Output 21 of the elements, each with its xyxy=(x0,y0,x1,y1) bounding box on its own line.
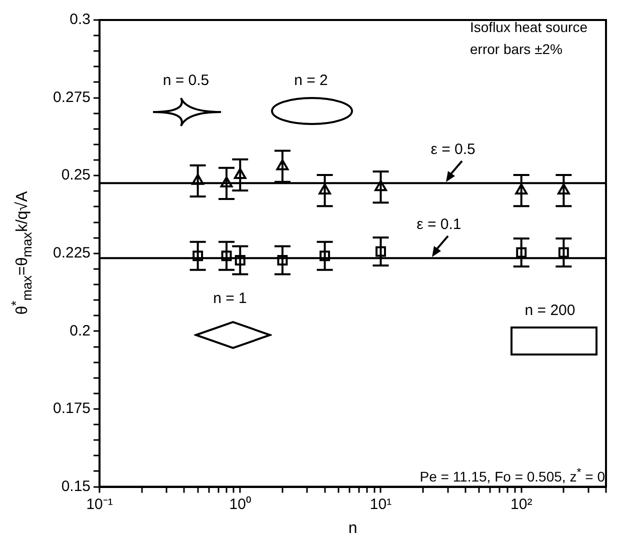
annotation: n = 0.5 xyxy=(162,72,210,90)
x-tick-label: 10⁻¹ xyxy=(86,496,113,513)
annotation: n = 1 xyxy=(213,290,247,308)
y-tick-label: 0.2 xyxy=(70,322,91,340)
annotation: ε = 0.5 xyxy=(430,141,476,160)
y-tick-label: 0.275 xyxy=(52,88,91,106)
annotation: Pe = 11.15, Fo = 0.505, z$^{*}$ = 0 xyxy=(420,465,605,486)
annotation: error bars ±2% xyxy=(470,40,562,58)
x-tick-label: 10¹ xyxy=(370,496,392,513)
y-tick-label: 0.175 xyxy=(52,400,91,418)
annotation: n = 200 xyxy=(524,302,576,320)
annotation: ε = 0.1 xyxy=(416,216,462,234)
y-tick-label: 0.3 xyxy=(70,11,91,28)
y-tick-label: 0.25 xyxy=(61,166,91,184)
annotation: n = 2 xyxy=(294,72,328,90)
y-tick-label: 0.15 xyxy=(61,478,91,495)
y-tick-label: 0.225 xyxy=(52,244,91,262)
x-tick-label: 10² xyxy=(510,496,532,513)
annotation: Isoflux heat source xyxy=(470,18,588,36)
x-axis-title: n xyxy=(348,520,358,537)
x-tick-label: 10⁰ xyxy=(229,496,251,513)
